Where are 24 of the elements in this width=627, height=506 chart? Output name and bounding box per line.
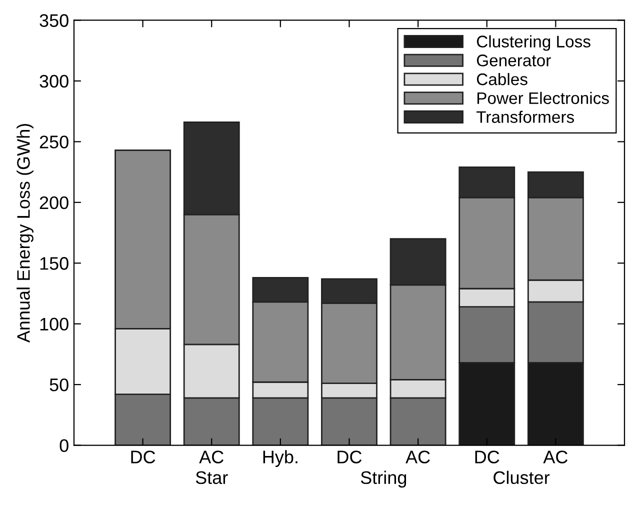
x-tick-label: Hyb.	[263, 450, 298, 467]
y-tick-label: 350	[40, 14, 68, 27]
legend-label: Transformers	[476, 110, 574, 123]
legend-label: Power Electronics	[477, 92, 609, 104]
legend-label: Clustering Loss	[476, 35, 590, 51]
text: String	[360, 470, 406, 488]
y-tick-label: 200	[40, 196, 68, 210]
x-tick-label: AC	[199, 450, 224, 464]
y-tick-label: 250	[40, 136, 68, 148]
legend-label: Generator	[476, 54, 551, 66]
x-tick-label: DC	[131, 450, 156, 464]
legend-label: Cables	[476, 72, 528, 86]
y-tick-label: 50	[50, 378, 68, 392]
y-tick-label: 300	[40, 74, 68, 88]
y-tick-label: 0	[60, 439, 68, 452]
x-tick-label: AC	[543, 450, 568, 464]
text: Cluster	[494, 470, 550, 484]
x-tick-label: AC	[406, 450, 430, 464]
y-tick-label: 150	[40, 257, 68, 270]
text: Star	[196, 471, 228, 484]
x-tick-label: DC	[338, 450, 362, 464]
y-axis-title: Annual Energy Loss (GWh)	[16, 124, 34, 343]
y-tick-label: 100	[40, 318, 68, 331]
x-tick-label: DC	[475, 450, 500, 464]
